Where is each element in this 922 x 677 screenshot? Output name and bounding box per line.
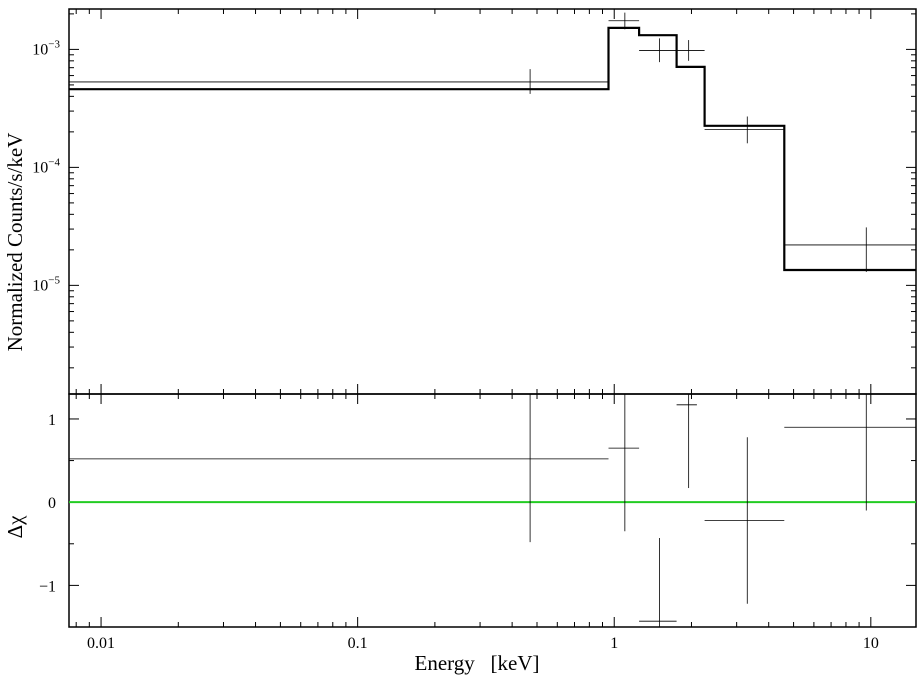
model-curve <box>69 26 916 272</box>
residual-data-point <box>784 394 916 511</box>
x-tick-label: 1 <box>610 635 618 652</box>
spectrum-data-point <box>704 116 785 144</box>
spectrum-panel: 10−3 10−4 10−5 <box>32 8 917 627</box>
y-tick-label: −1 <box>39 578 56 595</box>
y-tick-label: 10−3 <box>32 38 60 58</box>
y-tick-label: 10−5 <box>32 274 60 294</box>
residual-data-point <box>608 394 640 532</box>
spectrum-data-point <box>784 227 916 272</box>
x-axis-label: Energy [keV] <box>415 651 540 675</box>
residual-frame <box>68 393 917 628</box>
residual-data-point <box>639 537 677 627</box>
spectrum-data-point <box>608 12 640 30</box>
spectrum-data-point <box>676 40 705 61</box>
residual-data-point <box>69 394 609 543</box>
spectrum-frame <box>68 8 917 395</box>
spectrum-y-axis-label: Normalized Counts/s/keV <box>3 133 27 352</box>
x-tick-label: 10 <box>863 635 879 652</box>
residual-data-point <box>676 394 697 489</box>
y-tick-label: 10−4 <box>32 156 60 176</box>
x-tick-label: 0.1 <box>348 635 368 652</box>
residual-data-point <box>704 437 785 604</box>
spectrum-data-point <box>639 38 677 63</box>
spectrum-data-point <box>69 69 609 94</box>
y-tick-label: 1 <box>48 412 56 429</box>
y-tick-label: 0 <box>48 495 56 512</box>
x-tick-label: 0.01 <box>87 635 115 652</box>
residual-y-axis-label: Δχ <box>3 515 27 539</box>
